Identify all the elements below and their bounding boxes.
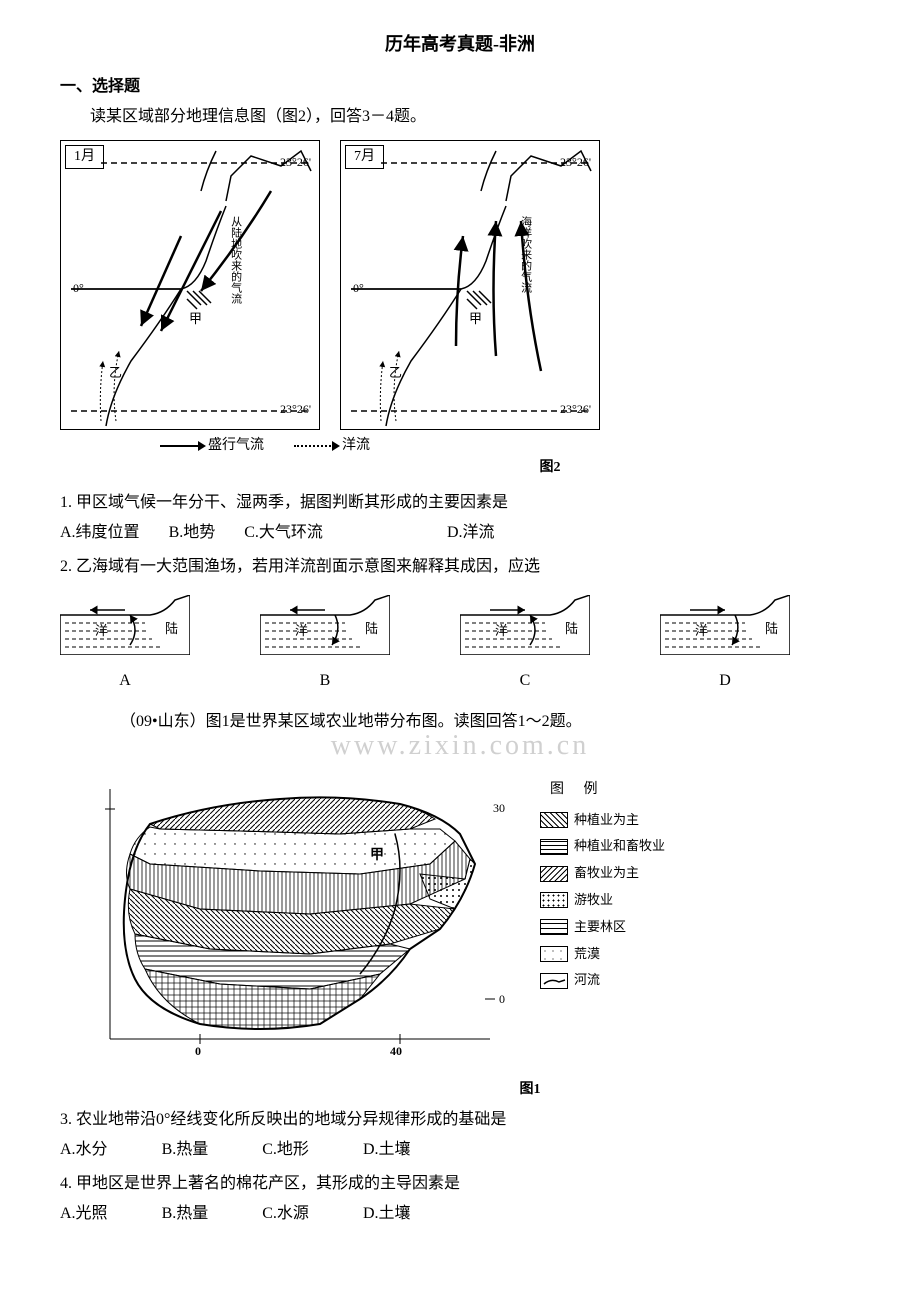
question-1: 1. 甲区域气候一年分干、湿两季，据图判断其形成的主要因素是 <box>60 490 860 516</box>
legend-item-4: 游牧业 <box>574 890 613 911</box>
y0-label: 0 <box>499 990 505 1009</box>
q3-opt-d: D.土壤 <box>363 1137 411 1163</box>
x40-label: 40 <box>390 1042 402 1061</box>
q4-opt-c: C.水源 <box>262 1201 309 1227</box>
question-2: 2. 乙海域有一大范围渔场，若用洋流剖面示意图来解释其成因，应选 <box>60 554 860 580</box>
legend-flow-label: 盛行气流 <box>208 435 264 457</box>
profile-a: 洋 陆 A <box>60 595 190 694</box>
page-title: 历年高考真题-非洲 <box>60 30 860 59</box>
q3-text: 农业地带沿0°经线变化所反映出的地域分异规律形成的基础是 <box>76 1111 506 1128</box>
q4-num: 4. <box>60 1175 72 1192</box>
lat-bot-1: 23°26' <box>280 400 311 419</box>
lat-mid-2: 0° <box>353 279 364 298</box>
svg-text:陆: 陆 <box>365 621 378 636</box>
svg-text:陆: 陆 <box>765 621 778 636</box>
q4-text: 甲地区是世界上著名的棉花产区，其形成的主导因素是 <box>76 1175 460 1192</box>
svg-text:洋: 洋 <box>95 623 108 638</box>
swatch-mixed-icon <box>540 839 568 855</box>
africa-map: 甲 30 0 0 40 <box>60 779 500 1069</box>
profile-d: 洋 陆 D <box>660 595 790 694</box>
q4-options: A.光照 B.热量 C.水源 D.土壤 <box>60 1201 860 1227</box>
dotted-arrow-icon <box>294 445 334 447</box>
q1-opt-d: D.洋流 <box>447 520 495 546</box>
q3-num: 3. <box>60 1111 72 1128</box>
svg-text:洋: 洋 <box>695 623 708 638</box>
q4-opt-d: D.土壤 <box>363 1201 411 1227</box>
fig2-caption: 图2 <box>240 457 860 479</box>
question-3: 3. 农业地带沿0°经线变化所反映出的地域分异规律形成的基础是 <box>60 1107 860 1133</box>
profile-d-label: D <box>660 668 790 694</box>
swatch-nomad-icon <box>540 892 568 908</box>
figure-1-container: 甲 30 0 0 40 图 例 种植业为主 种植业和畜牧业 畜牧业为主 游牧业 … <box>60 779 860 1069</box>
q2-num: 2. <box>60 558 72 575</box>
flow-text-1: 从陆地吹来的气流 <box>226 216 244 304</box>
q4-opt-b: B.热量 <box>162 1201 209 1227</box>
legend-item-5: 主要林区 <box>574 917 626 938</box>
legend-heading: 图 例 <box>540 779 710 801</box>
q1-opt-a: A.纬度位置 <box>60 520 140 546</box>
q1-num: 1. <box>60 494 72 511</box>
map-panel-july: 7月 <box>340 140 600 430</box>
swatch-desert-icon <box>540 946 568 962</box>
q1-opt-b: B.地势 <box>169 520 216 546</box>
svg-text:甲: 甲 <box>370 847 384 863</box>
x0-label: 0 <box>195 1042 201 1061</box>
swatch-forest-icon <box>540 919 568 935</box>
figure-2-legend: 盛行气流 洋流 <box>160 435 860 457</box>
legend-item-1: 种植业为主 <box>574 810 639 831</box>
q4-opt-a: A.光照 <box>60 1201 108 1227</box>
section-heading: 一、选择题 <box>60 74 860 100</box>
q1-options: A.纬度位置 B.地势 C.大气环流 D.洋流 <box>60 520 860 546</box>
legend-item-7: 河流 <box>574 970 600 991</box>
lat-top-1: 23°26' <box>280 153 311 172</box>
legend-item-3: 畜牧业为主 <box>574 863 639 884</box>
q1-text: 甲区域气候一年分干、湿两季，据图判断其形成的主要因素是 <box>76 494 508 511</box>
q3-opt-c: C.地形 <box>262 1137 309 1163</box>
q2-text: 乙海域有一大范围渔场，若用洋流剖面示意图来解释其成因，应选 <box>76 558 540 575</box>
lat-bot-2: 23°26' <box>560 400 591 419</box>
svg-text:陆: 陆 <box>565 621 578 636</box>
africa-legend: 图 例 种植业为主 种植业和畜牧业 畜牧业为主 游牧业 主要林区 荒漠 河流 <box>540 779 710 997</box>
swatch-river-icon <box>540 973 568 989</box>
legend-item-6: 荒漠 <box>574 944 600 965</box>
solid-arrow-icon <box>160 445 200 447</box>
swatch-planting-icon <box>540 812 568 828</box>
marker-jia-2: 甲 <box>469 309 482 330</box>
q3-options: A.水分 B.热量 C.地形 D.土壤 <box>60 1137 860 1163</box>
profile-b: 洋 陆 B <box>260 595 390 694</box>
profile-a-label: A <box>60 668 190 694</box>
question-4: 4. 甲地区是世界上著名的棉花产区，其形成的主导因素是 <box>60 1171 860 1197</box>
svg-text:陆: 陆 <box>165 621 178 636</box>
svg-text:洋: 洋 <box>495 623 508 638</box>
q3-opt-a: A.水分 <box>60 1137 108 1163</box>
marker-jia-1: 甲 <box>189 309 202 330</box>
map-panel-january: 1月 <box>60 140 320 430</box>
marker-yi-1: 乙 <box>109 363 122 384</box>
lat-top-2: 23°26' <box>560 153 591 172</box>
profile-c-label: C <box>460 668 590 694</box>
swatch-livestock-icon <box>540 866 568 882</box>
figure-2-container: 1月 <box>60 140 860 480</box>
profile-c: 洋 陆 C <box>460 595 590 694</box>
profile-b-label: B <box>260 668 390 694</box>
fig1-caption: 图1 <box>200 1079 860 1101</box>
q3-opt-b: B.热量 <box>162 1137 209 1163</box>
profile-diagrams: 洋 陆 A 洋 陆 B 洋 陆 <box>60 595 860 694</box>
intro-text-1: 读某区域部分地理信息图（图2），回答3－4题。 <box>90 104 860 130</box>
flow-text-2: 海洋吹来的气流 <box>516 216 534 293</box>
marker-yi-2: 乙 <box>389 363 402 384</box>
legend-current-label: 洋流 <box>342 435 370 457</box>
legend-item-2: 种植业和畜牧业 <box>574 836 665 857</box>
lat-mid-1: 0° <box>73 279 84 298</box>
y30-label: 30 <box>493 799 505 818</box>
svg-text:洋: 洋 <box>295 623 308 638</box>
intro-text-2: （09•山东）图1是世界某区域农业地带分布图。读图回答1～2题。 <box>120 709 860 735</box>
q1-opt-c: C.大气环流 <box>244 520 323 546</box>
